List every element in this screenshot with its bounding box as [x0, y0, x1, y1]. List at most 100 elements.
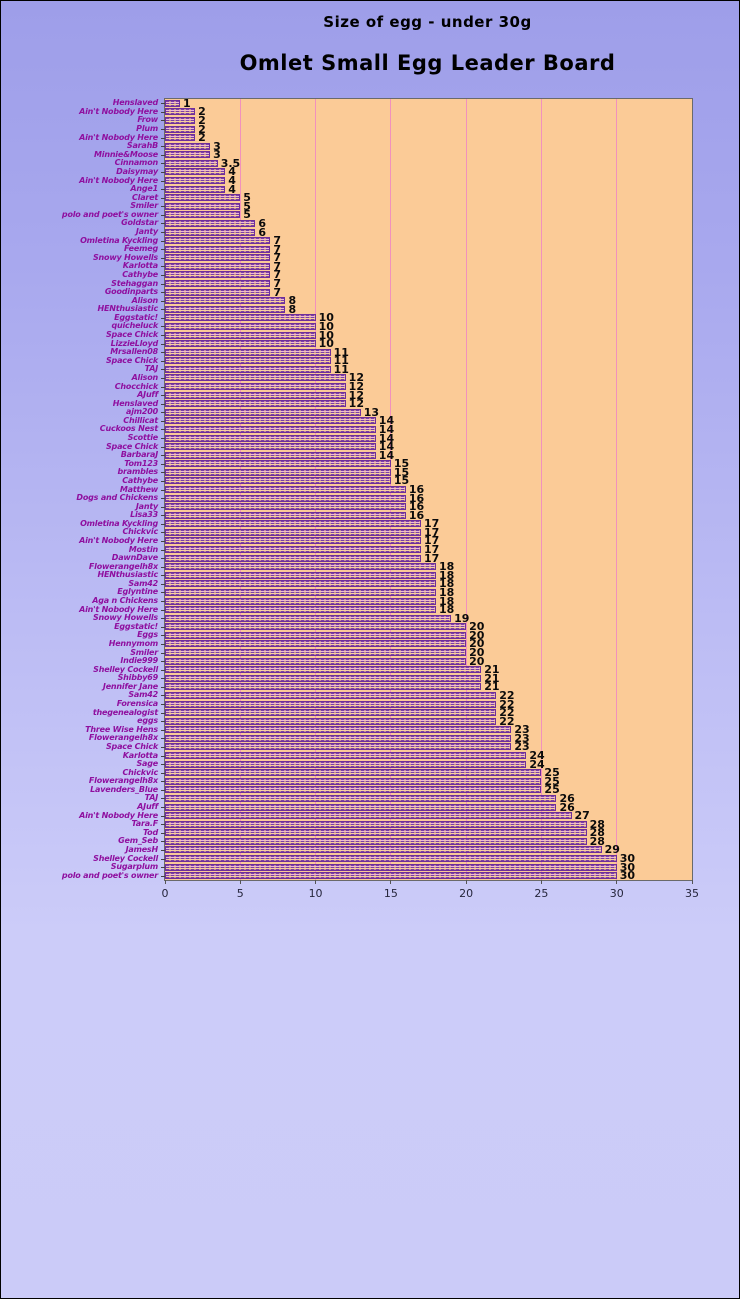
bar: [165, 383, 346, 390]
value-label: 26: [559, 791, 575, 805]
bar: [165, 451, 376, 459]
y-axis-tick: [161, 540, 165, 542]
value-label: 6: [258, 225, 266, 239]
bar: [165, 159, 218, 167]
x-axis-tick: [239, 880, 241, 884]
bar: [165, 537, 421, 545]
category-label: BarbaraJ: [120, 450, 158, 460]
value-label: 2: [198, 105, 206, 119]
value-label: 22: [499, 706, 515, 720]
bar: [165, 563, 437, 571]
y-axis-tick: [161, 755, 165, 757]
value-label: 28: [589, 834, 605, 848]
y-axis-tick: [161, 171, 165, 173]
bar: [165, 460, 391, 468]
x-axis-label: 10: [308, 887, 323, 900]
category-label: Shelley Cockell: [93, 853, 158, 863]
category-label: Chocchick: [114, 381, 158, 391]
category-label: Cathybe: [122, 269, 158, 279]
category-label: Shibby69: [117, 673, 159, 683]
value-label: 16: [408, 491, 425, 505]
category-label: Dogs and Chickens: [76, 493, 158, 503]
bar: [165, 820, 587, 828]
bar: [165, 477, 391, 485]
y-axis-tick: [161, 249, 165, 251]
x-axis-tick: [691, 880, 693, 884]
bar: [165, 374, 346, 382]
y-axis-tick: [161, 103, 165, 105]
y-axis-tick: [161, 566, 165, 568]
bar: [165, 305, 286, 313]
y-axis-tick: [161, 274, 165, 276]
y-axis-tick: [161, 283, 165, 285]
y-axis-tick: [161, 583, 165, 585]
category-label: Space Chick: [105, 441, 158, 451]
y-axis-tick: [161, 815, 165, 817]
bar: [165, 546, 421, 554]
y-axis-tick: [161, 721, 165, 723]
y-axis-tick: [161, 240, 165, 242]
value-label: 7: [273, 277, 282, 291]
category-label: Cuckoos Nest: [99, 424, 158, 434]
value-label: 17: [423, 517, 440, 531]
x-axis-tick: [390, 880, 392, 884]
category-label: Sage: [136, 759, 158, 769]
bar: [165, 125, 196, 133]
bar: [165, 434, 376, 442]
y-axis-tick: [161, 532, 165, 534]
value-label: 21: [484, 680, 500, 694]
bar: [165, 443, 376, 451]
value-label: 15: [393, 465, 410, 479]
bar: [165, 588, 437, 596]
bar: [165, 528, 421, 536]
bar: [165, 408, 361, 416]
y-axis-tick: [161, 661, 165, 663]
y-axis-tick: [161, 120, 165, 122]
category-label: Matthew: [119, 484, 158, 494]
category-label: Janty: [135, 227, 158, 237]
category-label: Aga n Chickens: [92, 596, 158, 606]
y-axis-tick: [161, 789, 165, 791]
x-axis-tick: [465, 880, 467, 884]
x-axis-tick: [616, 880, 618, 884]
bar: [165, 717, 497, 725]
y-axis-tick: [161, 558, 165, 560]
y-axis-tick: [161, 438, 165, 439]
bar: [165, 219, 256, 227]
bar: [165, 288, 271, 296]
category-label: Smiler: [130, 647, 158, 657]
value-label: 27: [574, 809, 590, 823]
x-axis-label: 35: [685, 887, 699, 900]
y-axis-tick: [161, 712, 165, 714]
y-axis-tick: [161, 300, 165, 302]
gridline: [465, 99, 467, 880]
gridline: [540, 99, 542, 880]
bar: [165, 297, 286, 305]
bar: [165, 623, 467, 631]
bar: [165, 829, 587, 837]
category-label: Snowy Howells: [93, 613, 158, 623]
value-label: 25: [544, 774, 560, 788]
value-label: 16: [408, 500, 425, 514]
plot-area: 1 Henslaved 2 Ain't Nobody Here 2 Frow 2 Plum 2 A…: [62, 98, 699, 900]
bar: [165, 734, 512, 742]
value-label: 18: [439, 577, 455, 591]
value-label: 8: [288, 302, 297, 316]
y-axis-tick: [161, 386, 165, 388]
value-label: 24: [529, 757, 545, 771]
category-label: ajm200: [126, 407, 158, 417]
category-label: Indie999: [120, 656, 158, 666]
category-label: Frow: [137, 115, 158, 125]
category-label: Eggs: [137, 630, 158, 640]
y-axis-tick: [161, 163, 165, 165]
value-label: 2: [198, 122, 206, 136]
value-label: 22: [499, 697, 515, 711]
y-axis-tick: [161, 738, 165, 740]
category-label: Karlotta: [122, 750, 158, 760]
y-axis-tick: [161, 369, 165, 371]
y-axis-tick: [161, 764, 165, 766]
bar: [165, 640, 467, 648]
bar: [165, 752, 527, 760]
bar: [165, 99, 181, 107]
value-label: 7: [273, 268, 282, 282]
